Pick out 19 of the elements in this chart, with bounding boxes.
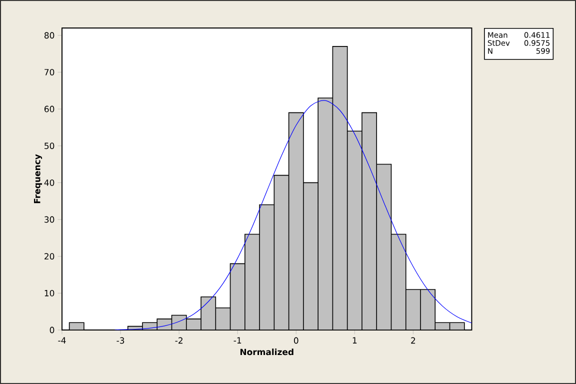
y-tick-label: 10 bbox=[44, 290, 54, 296]
y-tick-label: 60 bbox=[44, 106, 54, 112]
x-tick-label: 0 bbox=[294, 337, 298, 344]
x-axis-title: Normalized bbox=[240, 348, 294, 356]
x-tick-label: -2 bbox=[175, 337, 182, 344]
x-tick-label: -1 bbox=[234, 337, 242, 344]
y-tick-label: 50 bbox=[44, 142, 54, 150]
y-tick-label: 70 bbox=[44, 68, 54, 76]
x-tick-label: -3 bbox=[116, 337, 124, 344]
y-tick-label: 20 bbox=[44, 253, 54, 260]
y-tick-label: 0 bbox=[50, 326, 54, 334]
y-tick-label: 80 bbox=[44, 32, 54, 39]
line-series bbox=[114, 100, 472, 330]
x-tick-label: 2 bbox=[411, 337, 416, 344]
y-tick-label: 30 bbox=[44, 216, 54, 223]
x-tick-label: -4 bbox=[58, 337, 66, 344]
x-tick-label: 1 bbox=[352, 337, 357, 344]
y-tick-label: 40 bbox=[44, 179, 54, 186]
y-axis-title: Frequency bbox=[34, 154, 42, 204]
